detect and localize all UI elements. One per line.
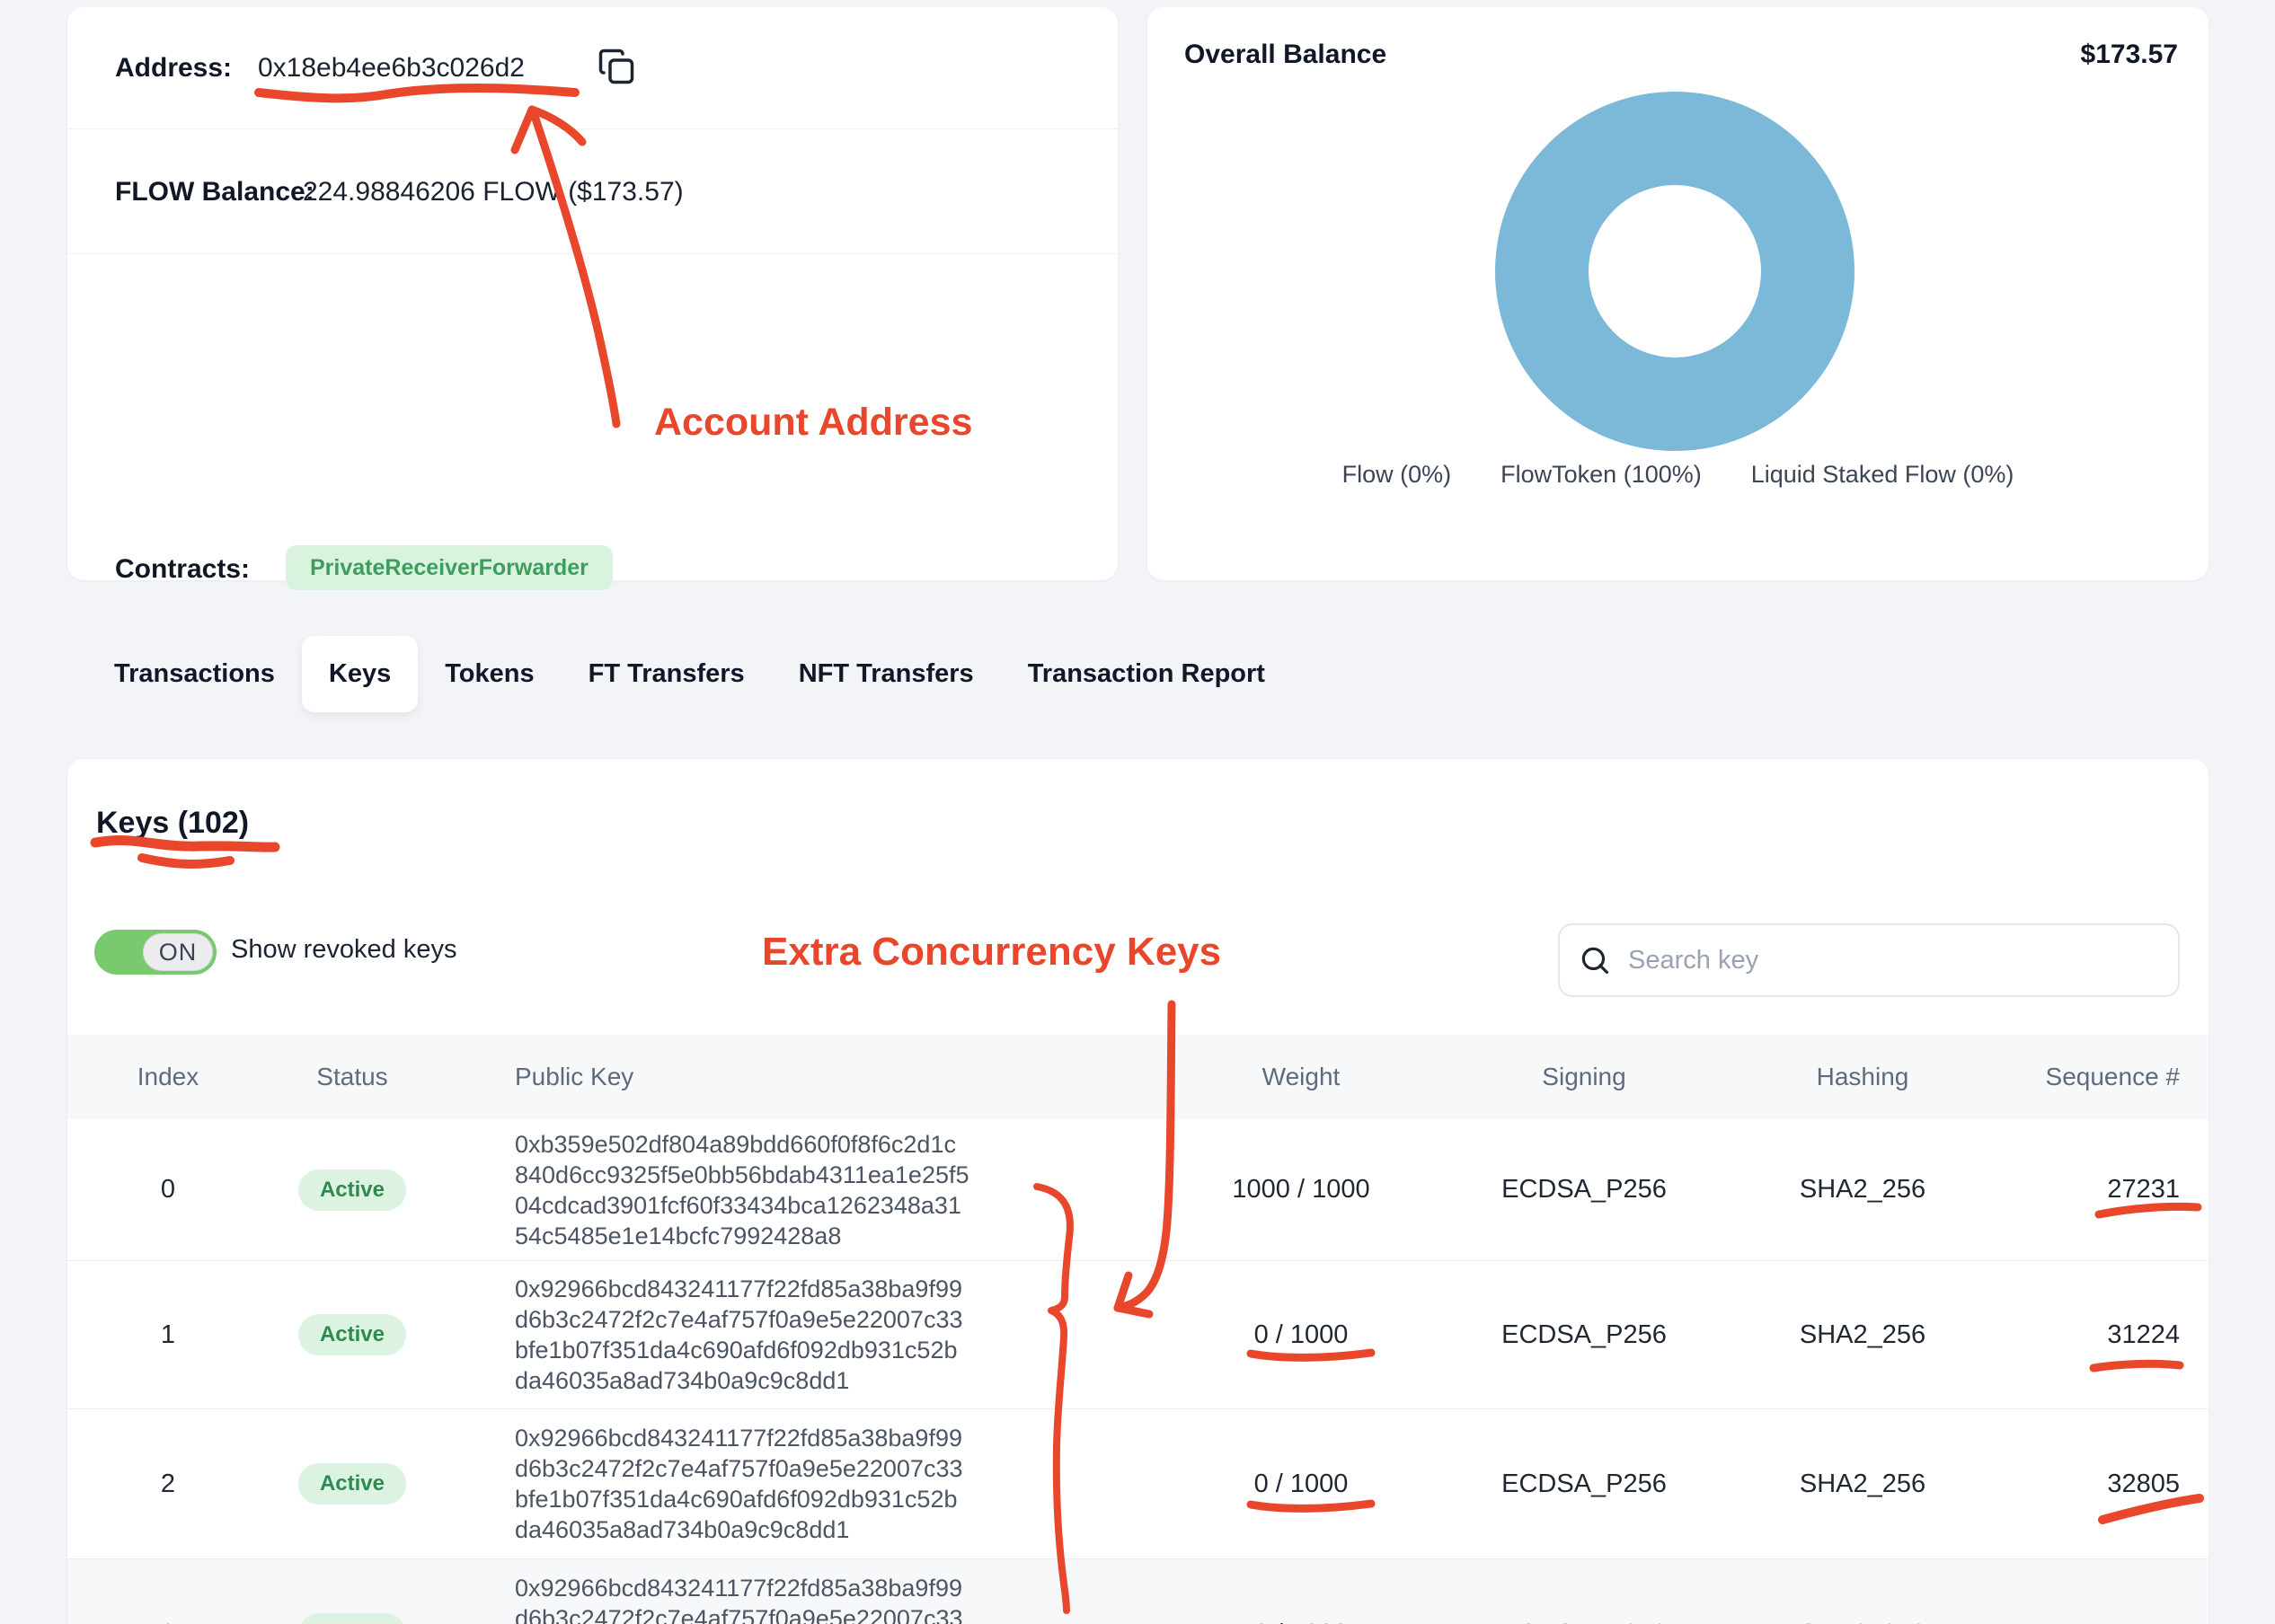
public-key: 0xb359e502df804a89bdd660f0f8f6c2d1c 840d… (515, 1130, 969, 1249)
status-badge: Active (297, 1169, 407, 1211)
keys-section-title: Keys (102) (96, 806, 250, 840)
balance-card-title: Overall Balance (1184, 40, 1387, 69)
col-header-sequence: Sequence # (2045, 1063, 2180, 1090)
status-badge: Active (297, 1314, 407, 1355)
donut-ring (1495, 92, 1855, 451)
public-key: 0x92966bcd843241177f22fd85a38ba9f99 d6b3… (515, 1275, 963, 1394)
contracts-row: Contracts: PrivateReceiverForwarder (67, 253, 1118, 590)
copy-address-button[interactable] (596, 47, 637, 88)
key-hashing: SHA2_256 (1799, 1469, 1926, 1498)
tab-ft-transfers[interactable]: FT Transfers (588, 659, 745, 688)
col-header-index: Index (137, 1063, 199, 1090)
col-header-hashing: Hashing (1816, 1063, 1909, 1090)
key-index: 0 (160, 1175, 176, 1204)
key-signing: ECDSA_P256 (1501, 1320, 1667, 1349)
key-sequence: 31224 (2107, 1320, 2180, 1349)
balance-donut-chart (1495, 92, 1855, 451)
show-revoked-keys-toggle[interactable]: ON (94, 930, 217, 975)
key-hashing: SHA2_256 (1799, 1175, 1926, 1204)
balance-total: $173.57 (2080, 40, 2178, 69)
toggle-knob: ON (143, 933, 213, 971)
overall-balance-card: Overall Balance $173.57 Flow (0%) FlowTo… (1147, 7, 2209, 580)
public-key: 0x92966bcd843241177f22fd85a38ba9f99 d6b3… (515, 1425, 963, 1543)
key-weight: 0 / 1000 (1175, 1620, 1427, 1624)
key-row-3: 3 Active 0x92966bcd843241177f22fd85a38ba… (67, 1559, 2209, 1624)
flow-balance-value: 224.98846206 FLOW ($173.57) (303, 176, 684, 207)
key-weight: 0 / 1000 (1253, 1320, 1349, 1349)
flow-balance-label: FLOW Balance: (115, 176, 314, 207)
key-signing: ECDSA_P256 (1501, 1469, 1667, 1498)
status-badge: Active (297, 1613, 407, 1624)
keys-table-header: Index Status Public Key Weight Signing H… (67, 1035, 2209, 1119)
key-row-2: 2 Active 0x92966bcd843241177f22fd85a38ba… (67, 1409, 2209, 1559)
keys-table: Index Status Public Key Weight Signing H… (67, 1035, 2209, 1624)
account-info-card: Address: 0x18eb4ee6b3c026d2 FLOW Balance… (67, 7, 1118, 590)
key-index: 3 (96, 1620, 240, 1624)
flow-balance-row: FLOW Balance: 224.98846206 FLOW ($173.57… (67, 128, 1118, 254)
key-row-0: 0 Active 0xb359e502df804a89bdd660f0f8f6c… (67, 1119, 2209, 1261)
col-header-weight: Weight (1261, 1063, 1341, 1090)
key-weight: 1000 / 1000 (1232, 1175, 1370, 1204)
tab-keys[interactable]: Keys (301, 636, 419, 712)
key-signing: ECDSA_P256 (1501, 1175, 1667, 1204)
key-row-1: 1 Active 0x92966bcd843241177f22fd85a38ba… (67, 1261, 2209, 1409)
key-sequence: 27231 (2107, 1175, 2180, 1204)
key-hashing: SHA2_256 (1741, 1620, 1984, 1624)
col-header-status: Status (316, 1063, 388, 1090)
copy-icon (598, 49, 635, 88)
address-row: Address: 0x18eb4ee6b3c026d2 (67, 7, 1118, 128)
tab-tokens[interactable]: Tokens (445, 659, 535, 688)
donut-legend: Flow (0%) FlowToken (100%) Liquid Staked… (1147, 461, 2209, 489)
address-value: 0x18eb4ee6b3c026d2 (258, 52, 525, 83)
legend-item-liquid-staked-flow: Liquid Staked Flow (0%) (1750, 461, 2014, 488)
tab-transaction-report[interactable]: Transaction Report (1027, 659, 1265, 688)
key-sequence: 32805 (2107, 1469, 2180, 1498)
key-signing: ECDSA_P256 (1427, 1620, 1741, 1624)
key-index: 1 (160, 1320, 176, 1349)
search-key-input[interactable] (1558, 923, 2180, 997)
col-header-signing: Signing (1542, 1063, 1626, 1090)
key-index: 2 (160, 1469, 176, 1498)
show-revoked-keys-label: Show revoked keys (231, 935, 457, 964)
key-hashing: SHA2_256 (1799, 1320, 1926, 1349)
legend-item-flow: Flow (0%) (1341, 461, 1452, 488)
public-key: 0x92966bcd843241177f22fd85a38ba9f99 d6b3… (515, 1575, 963, 1624)
contracts-label: Contracts: (115, 554, 251, 584)
key-search (1558, 923, 2180, 997)
key-weight: 0 / 1000 (1253, 1469, 1349, 1498)
status-badge: Active (297, 1463, 407, 1505)
col-header-public-key: Public Key (515, 1063, 634, 1090)
contract-badge[interactable]: PrivateReceiverForwarder (286, 545, 613, 590)
tab-nft-transfers[interactable]: NFT Transfers (798, 659, 974, 688)
keys-card: Keys (102) ON Show revoked keys Index St… (67, 759, 2209, 1624)
legend-item-flowtoken: FlowToken (100%) (1500, 461, 1702, 488)
account-tabs: Transactions Keys Tokens FT Transfers NF… (87, 636, 1292, 712)
address-label: Address: (115, 52, 233, 83)
tab-transactions[interactable]: Transactions (114, 659, 275, 688)
